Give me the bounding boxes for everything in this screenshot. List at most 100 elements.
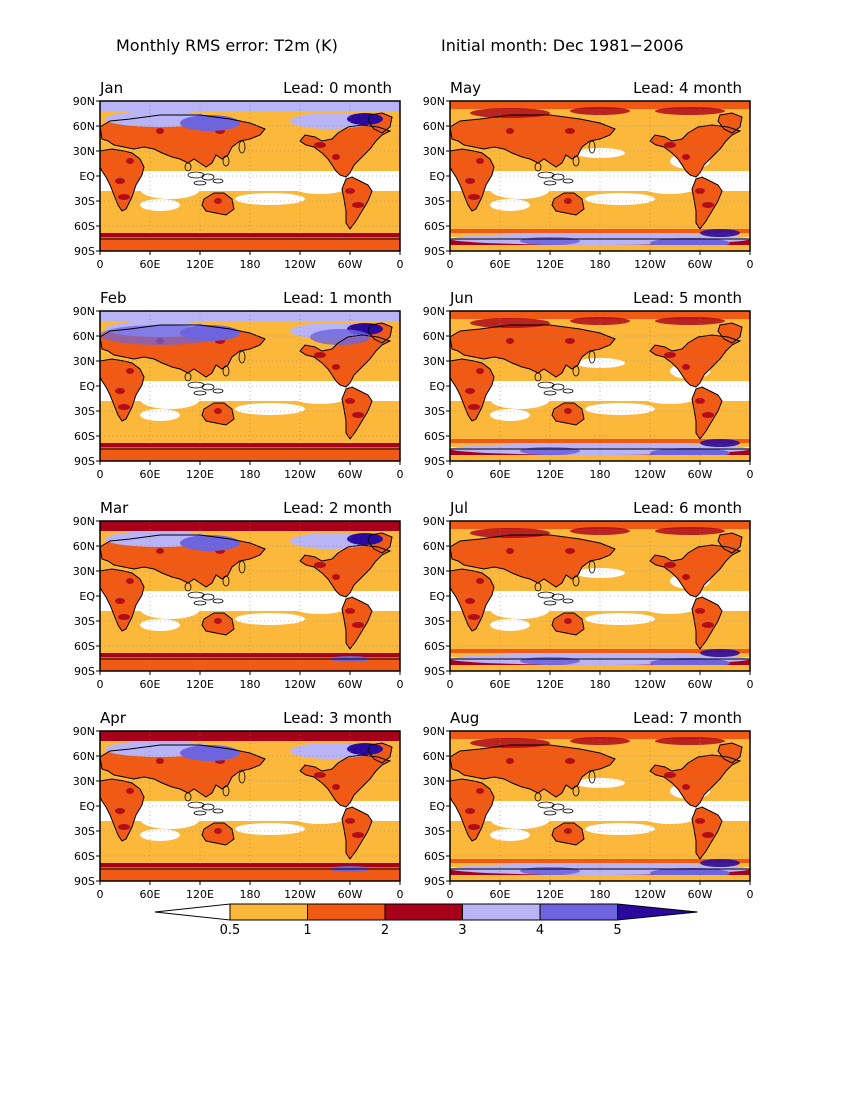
colorbar-high-arrow: [617, 903, 698, 921]
lat-tick-label: 60S: [74, 850, 95, 863]
lon-tick-label: 180: [240, 468, 261, 481]
lat-tick-label: 60S: [74, 220, 95, 233]
colorbar-label: 4: [536, 923, 544, 938]
panel-lead-label: Lead: 0 month: [283, 79, 392, 97]
colorbar-low-arrow: [154, 903, 231, 921]
lon-tick-label: 120E: [536, 258, 564, 271]
lat-tick-label: 90N: [73, 95, 95, 108]
lon-tick-label: 120E: [536, 468, 564, 481]
lon-tick-label: 60W: [688, 258, 713, 271]
lon-tick-label: 120W: [284, 678, 316, 691]
coastlines: [100, 112, 400, 240]
coastlines: [100, 322, 400, 450]
error-field: [100, 731, 400, 881]
lon-tick-label: 0: [447, 888, 454, 901]
lat-tick-label: 60N: [73, 750, 95, 763]
lat-tick-label: 90S: [424, 245, 445, 258]
lat-tick-label: 30S: [424, 825, 445, 838]
lat-tick-label: EQ: [79, 590, 95, 603]
colorbar-label: 3: [458, 923, 466, 938]
lat-tick-label: 60N: [423, 750, 445, 763]
lon-tick-label: 120W: [634, 468, 666, 481]
colorbar-segment: [229, 903, 308, 921]
lat-tick-label: 60N: [73, 540, 95, 553]
lat-tick-label: 90S: [74, 455, 95, 468]
panel-lead-label: Lead: 5 month: [633, 289, 742, 307]
gridlines: [100, 311, 400, 461]
gridlines: [100, 521, 400, 671]
lat-tick-label: 90S: [74, 245, 95, 258]
lon-tick-label: 0: [97, 678, 104, 691]
panel-month-label: Jul: [449, 499, 468, 517]
lon-tick-label: 0: [747, 258, 754, 271]
lat-tick-label: 90S: [424, 455, 445, 468]
lon-tick-label: 120E: [186, 888, 214, 901]
colorbar-label: 1: [303, 923, 311, 938]
lat-tick-label: 90S: [424, 875, 445, 888]
lat-tick-label: EQ: [429, 800, 445, 813]
lon-tick-label: 0: [747, 888, 754, 901]
lat-tick-label: EQ: [79, 170, 95, 183]
lon-tick-label: 120W: [634, 888, 666, 901]
lat-tick-label: EQ: [429, 590, 445, 603]
lon-tick-label: 120E: [536, 888, 564, 901]
coastlines: [450, 112, 750, 240]
lon-tick-label: 60E: [140, 678, 161, 691]
lon-tick-label: 60E: [490, 678, 511, 691]
lon-tick-label: 60W: [688, 888, 713, 901]
lon-tick-label: 60E: [140, 468, 161, 481]
lat-tick-label: 30N: [423, 355, 445, 368]
lat-tick-label: 30N: [73, 355, 95, 368]
lat-tick-label: EQ: [79, 800, 95, 813]
lat-tick-label: EQ: [429, 380, 445, 393]
lon-tick-label: 0: [97, 468, 104, 481]
lon-tick-label: 0: [397, 258, 404, 271]
lat-tick-label: 90N: [73, 305, 95, 318]
coastlines: [450, 532, 750, 660]
lat-tick-label: 30N: [73, 145, 95, 158]
lat-tick-label: 30S: [424, 405, 445, 418]
lat-tick-label: 30S: [74, 825, 95, 838]
panel-lead-label: Lead: 7 month: [633, 709, 742, 727]
lon-tick-label: 0: [397, 468, 404, 481]
error-field: [450, 731, 750, 881]
panel-month-label: Jun: [449, 289, 473, 307]
panel-month-label: Feb: [100, 289, 127, 307]
lon-tick-label: 0: [397, 678, 404, 691]
lon-tick-label: 180: [240, 258, 261, 271]
lat-tick-label: 30S: [74, 615, 95, 628]
lat-tick-label: 90N: [423, 515, 445, 528]
colorbar: 0.5 1 2 3 4 5: [154, 903, 698, 938]
lat-tick-label: 90S: [74, 875, 95, 888]
lat-tick-label: 90S: [424, 665, 445, 678]
panel-month-label: Aug: [450, 709, 479, 727]
colorbar-segment: [462, 903, 541, 921]
panel-month-label: Jan: [99, 79, 123, 97]
lat-tick-label: 60N: [73, 330, 95, 343]
lat-tick-label: 30S: [74, 195, 95, 208]
lat-tick-label: 60S: [424, 640, 445, 653]
lon-tick-label: 120E: [536, 678, 564, 691]
lat-tick-label: 60S: [424, 220, 445, 233]
lon-tick-label: 180: [240, 888, 261, 901]
error-field: [450, 311, 750, 461]
figure-title-left: Monthly RMS error: T2m (K): [116, 36, 338, 55]
lon-tick-label: 120E: [186, 468, 214, 481]
lon-tick-label: 60E: [140, 888, 161, 901]
lon-tick-label: 120W: [284, 468, 316, 481]
lon-tick-label: 60E: [490, 468, 511, 481]
lon-tick-label: 0: [747, 678, 754, 691]
lon-tick-label: 180: [590, 258, 611, 271]
lon-tick-label: 120E: [186, 678, 214, 691]
panel-lead-label: Lead: 4 month: [633, 79, 742, 97]
error-field: [450, 521, 750, 671]
coastlines: [100, 532, 400, 660]
lon-tick-label: 0: [97, 888, 104, 901]
panel-month-label: Mar: [100, 499, 129, 517]
lat-tick-label: EQ: [429, 170, 445, 183]
coastlines: [450, 322, 750, 450]
lat-tick-label: 60S: [424, 430, 445, 443]
